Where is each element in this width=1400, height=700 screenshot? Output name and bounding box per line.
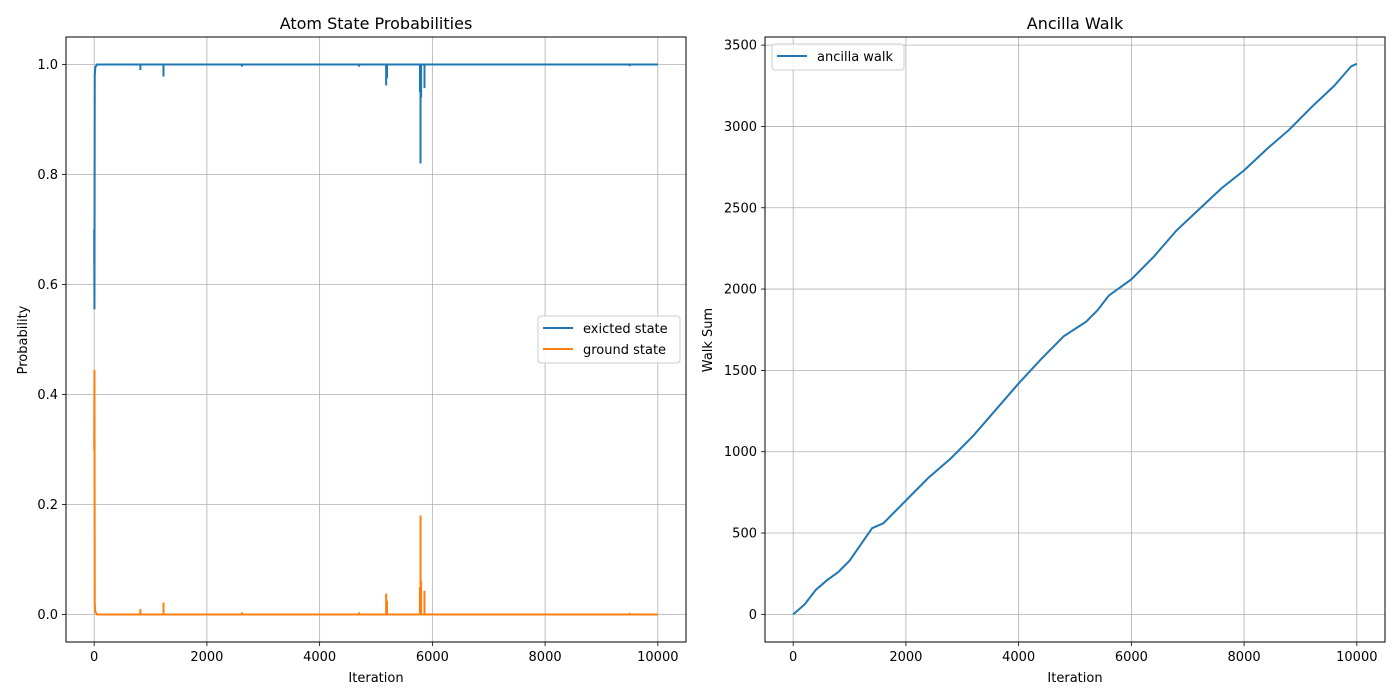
legend-label-ancilla-walk: ancilla walk [817,50,893,65]
chart-1-series [792,62,1358,616]
chart-1-grid [765,37,1385,642]
chart-1-x-tick-label: 4000 [1002,650,1035,665]
chart-0-x-tick-label: 6000 [416,650,449,665]
chart-1-y-tick-label: 1500 [724,364,757,379]
chart-0-y-tick-label: 0.6 [37,278,58,293]
series-line-exicted-state [93,63,658,310]
chart-1-x-tick-label: 2000 [889,650,922,665]
chart-0-x-tick-label: 0 [90,650,98,665]
chart-0-y-tick-label: 0.2 [37,498,58,513]
series-line-ancilla-walk [792,62,1358,616]
chart-1-y-tick-label: 2500 [724,201,757,216]
chart-1-y-tick-label: 3500 [724,39,757,54]
chart-1-x-tick-label: 0 [789,650,797,665]
chart-1-legend: ancilla walk [771,43,905,71]
chart-0-y-tick-label: 0.8 [37,168,58,183]
chart-0-ticks: 0 2000 4000 6000 8000 10000 0.0 0.2 0.4 0.6 0.8 1.0 [37,58,678,665]
chart-1-ylabel: Walk Sum [701,308,716,372]
chart-1-y-tick-label: 500 [732,527,757,542]
chart-0-legend: exicted state ground state [537,315,681,364]
chart-1-title: Ancilla Walk [1027,14,1124,33]
chart-0-series [93,63,658,616]
chart-1-xlabel: Iteration [1047,671,1102,686]
chart-1-x-tick-label: 8000 [1228,650,1261,665]
chart-0-y-tick-label: 0.4 [37,388,58,403]
chart-0-legend-box [537,315,681,364]
chart-1-x-tick-label: 6000 [1115,650,1148,665]
chart-1-legend-box [771,43,905,71]
chart-0-x-tick-label: 8000 [529,650,562,665]
chart-0-y-tick-label: 1.0 [37,58,58,73]
legend-label-ground-state: ground state [583,343,666,358]
chart-0-y-tick-label: 0.0 [37,608,58,623]
chart-atom-state-probabilities: 0 2000 4000 6000 8000 10000 0.0 0.2 0.4 0.6 0.8 1.0… [16,14,687,686]
series-line-ground-state [93,369,658,616]
legend-label-exicted-state: exicted state [583,322,668,337]
chart-1-y-tick-label: 2000 [724,283,757,298]
chart-ancilla-walk: 0 2000 4000 6000 8000 10000 0 500 1000 1500 2000 25… [701,14,1386,686]
chart-0-ylabel: Probability [16,305,31,374]
chart-0-title: Atom State Probabilities [280,14,473,33]
chart-0-x-tick-label: 2000 [190,650,223,665]
chart-1-y-tick-label: 3000 [724,120,757,135]
chart-0-x-tick-label: 4000 [303,650,336,665]
chart-1-ticks: 0 2000 4000 6000 8000 10000 0 500 1000 1500 2000 25… [724,39,1378,665]
chart-1-plot-area [765,37,1385,642]
chart-1-x-tick-label: 10000 [1336,650,1377,665]
chart-1-axes-frame [764,36,1386,643]
chart-1-y-tick-label: 1000 [724,445,757,460]
chart-0-xlabel: Iteration [348,671,403,686]
chart-0-x-tick-label: 10000 [637,650,678,665]
chart-1-y-tick-label: 0 [749,608,757,623]
chart-0-axes-frame [65,36,687,643]
